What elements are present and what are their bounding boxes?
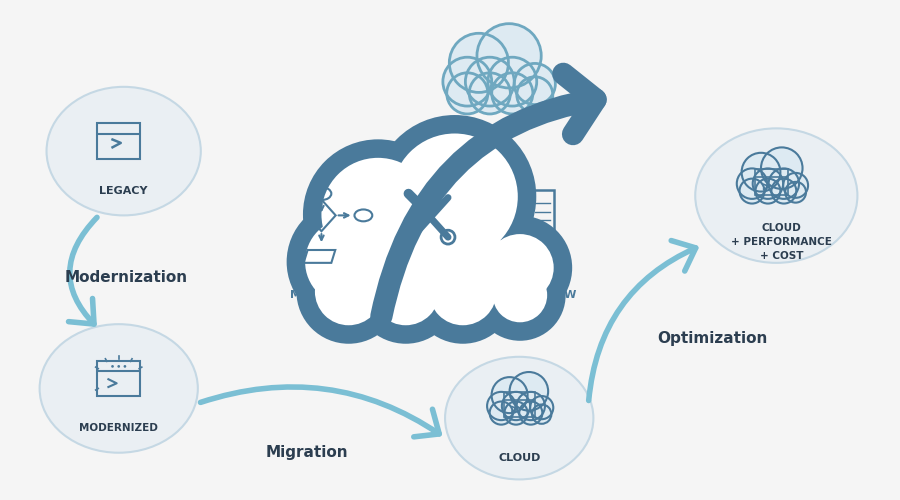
Circle shape [491,73,533,114]
Circle shape [519,402,543,424]
Circle shape [315,258,382,326]
Circle shape [486,234,554,302]
Circle shape [769,168,799,199]
Circle shape [321,158,435,271]
Circle shape [755,178,780,204]
Ellipse shape [446,357,593,480]
FancyArrowPatch shape [68,218,97,324]
Circle shape [305,218,392,306]
FancyArrowPatch shape [589,240,696,400]
Circle shape [117,365,120,368]
Circle shape [112,365,114,368]
Text: Migration: Migration [266,445,348,460]
Circle shape [392,134,518,260]
Circle shape [761,148,803,189]
Circle shape [374,115,536,278]
Text: CLOUD: CLOUD [498,452,540,462]
Circle shape [532,404,552,424]
Text: Modernization: Modernization [64,270,187,285]
Text: Optimization: Optimization [658,332,768,346]
Circle shape [517,392,544,420]
Circle shape [362,218,449,306]
Circle shape [487,392,516,420]
Text: KNOW-HOW: KNOW-HOW [502,290,576,300]
Circle shape [449,34,508,92]
Circle shape [446,73,488,114]
Circle shape [344,200,468,324]
Circle shape [740,178,764,204]
Circle shape [502,392,530,420]
Circle shape [509,372,548,410]
Circle shape [737,168,767,199]
Circle shape [123,365,126,368]
Text: METHODS: METHODS [291,290,353,300]
Circle shape [742,153,780,192]
Circle shape [491,377,527,413]
Circle shape [530,396,554,419]
Text: TOOLS: TOOLS [410,290,451,300]
Text: LEGACY: LEGACY [99,186,148,196]
Circle shape [493,268,547,322]
Circle shape [410,240,515,344]
Circle shape [303,140,453,290]
Circle shape [477,24,541,88]
Circle shape [354,240,458,344]
FancyArrowPatch shape [382,74,596,316]
FancyArrowPatch shape [201,387,439,437]
Ellipse shape [40,324,198,452]
Circle shape [372,258,439,326]
Ellipse shape [695,128,858,263]
Circle shape [490,402,513,424]
Circle shape [419,218,507,306]
Circle shape [514,64,555,104]
Circle shape [504,402,527,424]
Text: CLOUD
+ PERFORMANCE
+ COST: CLOUD + PERFORMANCE + COST [731,224,832,262]
Circle shape [785,182,806,203]
Circle shape [771,178,796,204]
Circle shape [488,57,536,106]
Circle shape [443,57,491,106]
Circle shape [517,77,553,113]
Circle shape [469,73,510,114]
Circle shape [429,258,497,326]
Circle shape [296,240,400,344]
Text: MODERNIZED: MODERNIZED [79,423,158,433]
Circle shape [474,250,566,341]
Circle shape [752,168,783,199]
Circle shape [783,173,808,198]
Circle shape [286,200,410,324]
Circle shape [400,200,525,324]
Circle shape [465,57,514,106]
Ellipse shape [47,87,201,216]
Circle shape [468,216,572,320]
